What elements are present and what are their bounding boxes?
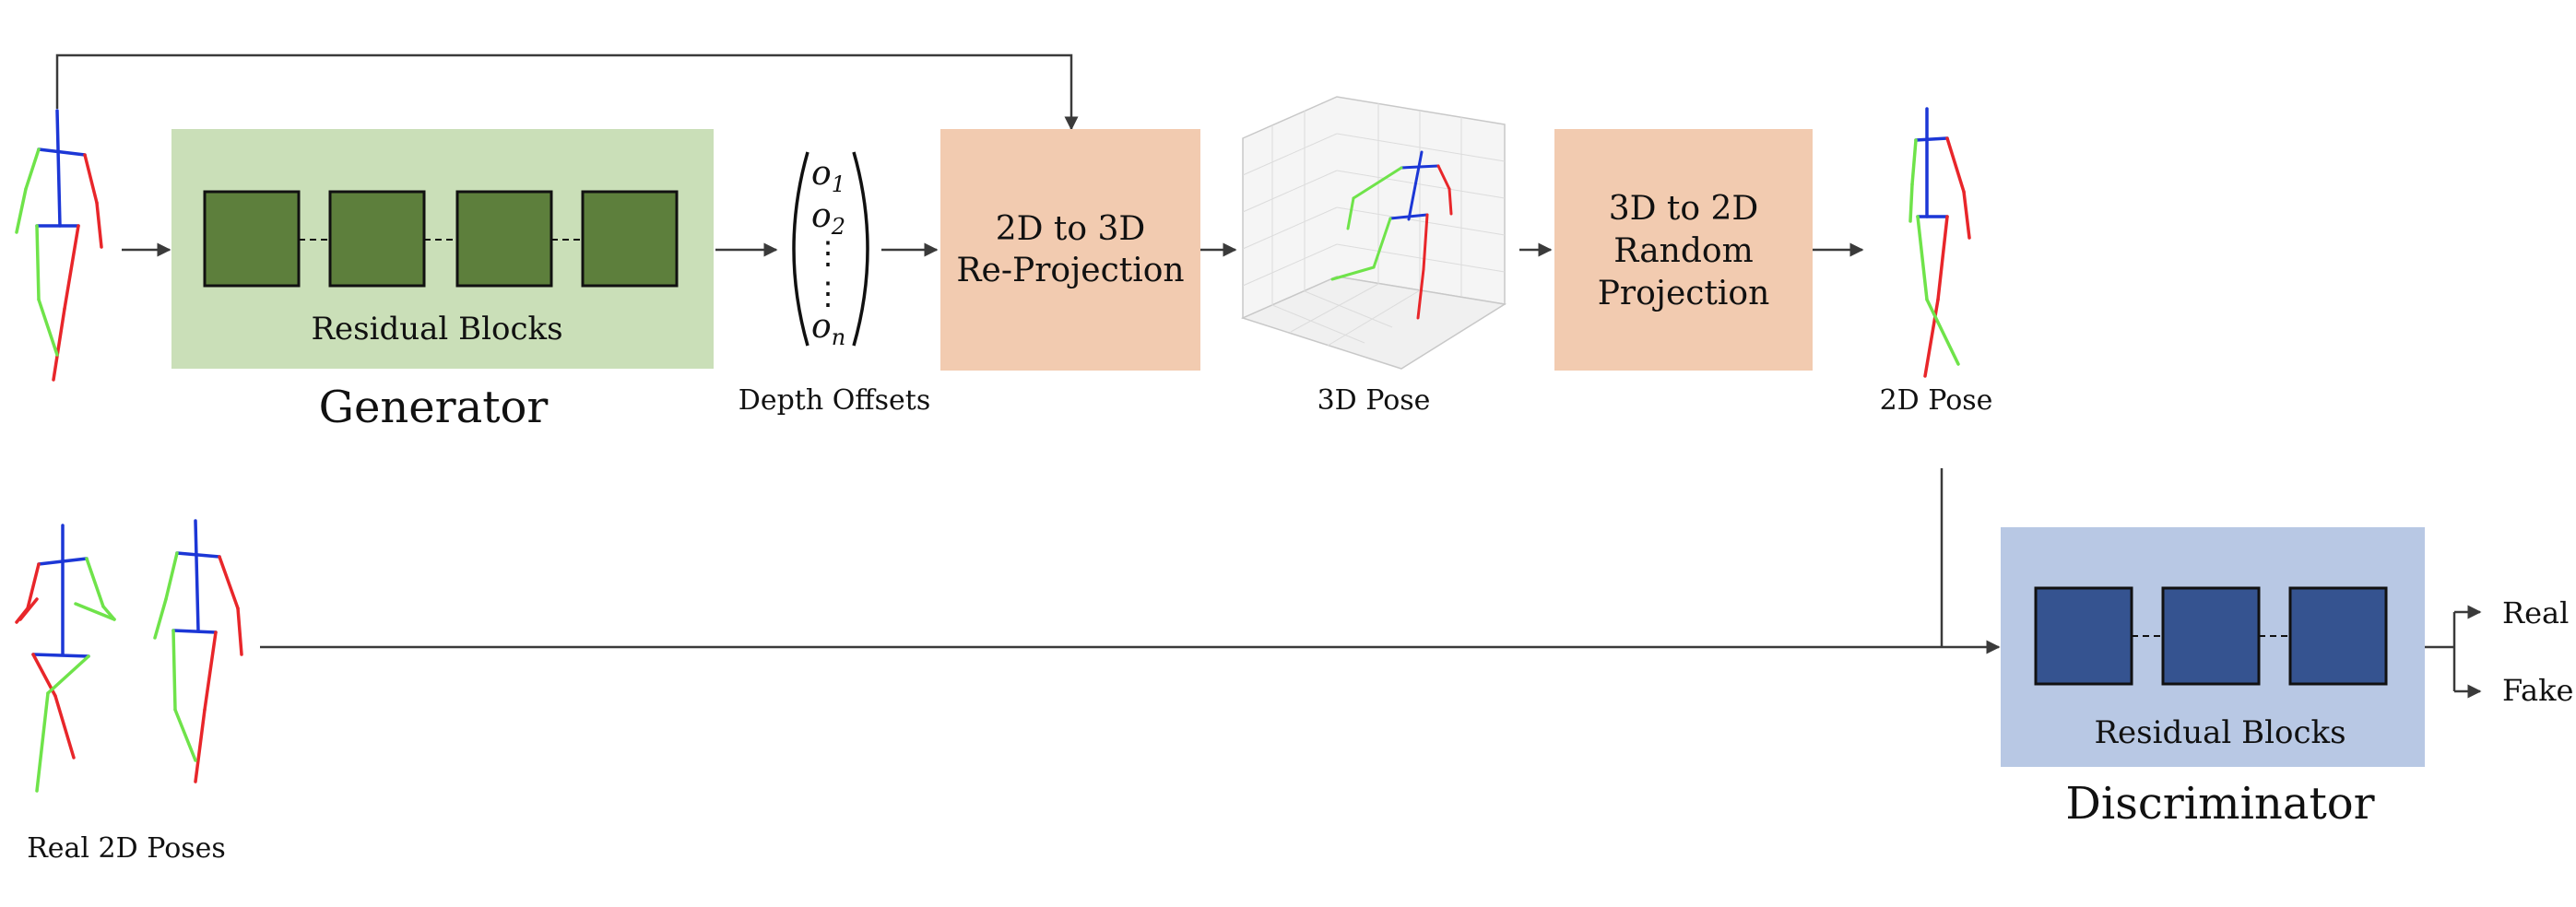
- discriminator-output-branches: [2425, 605, 2482, 699]
- discriminator-residual-square: [2161, 586, 2261, 686]
- discriminator-residual-blocks-label: Residual Blocks: [2094, 714, 2346, 751]
- random-projection-line-2: Random: [1613, 232, 1753, 270]
- offset-on: on: [811, 308, 845, 350]
- offset-o1: o1: [811, 155, 845, 197]
- generator-block: Residual Blocks: [171, 129, 714, 369]
- reprojection-line-1: 2D to 3D: [996, 210, 1146, 248]
- skip-connection-arrow: [55, 53, 1079, 131]
- pose-3d-plot: [1240, 96, 1507, 370]
- pose-2d-caption: 2D Pose: [1880, 384, 1993, 417]
- vertical-ellipsis: ⋮: [812, 235, 844, 272]
- real-pose-figure-2: [153, 519, 243, 783]
- discriminator-residual-square: [2288, 586, 2388, 686]
- discriminator-block: Residual Blocks: [2001, 527, 2425, 767]
- plot-floor: [1240, 276, 1507, 370]
- random-projection-block: [1554, 129, 1813, 371]
- random-projection-line-3: Projection: [1598, 275, 1770, 312]
- generated-2d-pose-figure: [1908, 107, 1971, 378]
- real-poses-caption: Real 2D Poses: [27, 832, 226, 865]
- left-parenthesis: [792, 151, 809, 347]
- input-2d-pose-figure: [15, 109, 103, 382]
- vertical-ellipsis: ⋮: [812, 276, 844, 312]
- generator-residual-square: [328, 190, 426, 288]
- input-pose-spine: [55, 109, 62, 228]
- generator-residual-blocks-label: Residual Blocks: [311, 311, 562, 347]
- offset-o2: o2: [811, 197, 845, 240]
- discriminator-residual-square: [2034, 586, 2133, 686]
- generator-residual-square: [203, 190, 301, 288]
- reprojection-block: [940, 129, 1200, 371]
- random-projection-line-1: 3D to 2D: [1609, 190, 1759, 228]
- depth-offsets-vector: o1 o2 ⋮ ⋮ on: [792, 151, 869, 350]
- reprojection-line-2: Re-Projection: [956, 252, 1184, 289]
- pose-3d-spine: [1407, 150, 1424, 221]
- output-fake-label: Fake: [2502, 673, 2573, 708]
- generator-residual-square: [581, 190, 679, 288]
- output-real-label: Real: [2502, 595, 2569, 630]
- depth-offsets-caption: Depth Offsets: [739, 384, 930, 417]
- pose-3d-caption: 3D Pose: [1318, 384, 1431, 417]
- real-pose-figure-1: [15, 524, 116, 793]
- right-parenthesis: [852, 151, 869, 347]
- discriminator-title: Discriminator: [2065, 778, 2374, 830]
- generator-title: Generator: [319, 382, 549, 433]
- generator-residual-square: [455, 190, 553, 288]
